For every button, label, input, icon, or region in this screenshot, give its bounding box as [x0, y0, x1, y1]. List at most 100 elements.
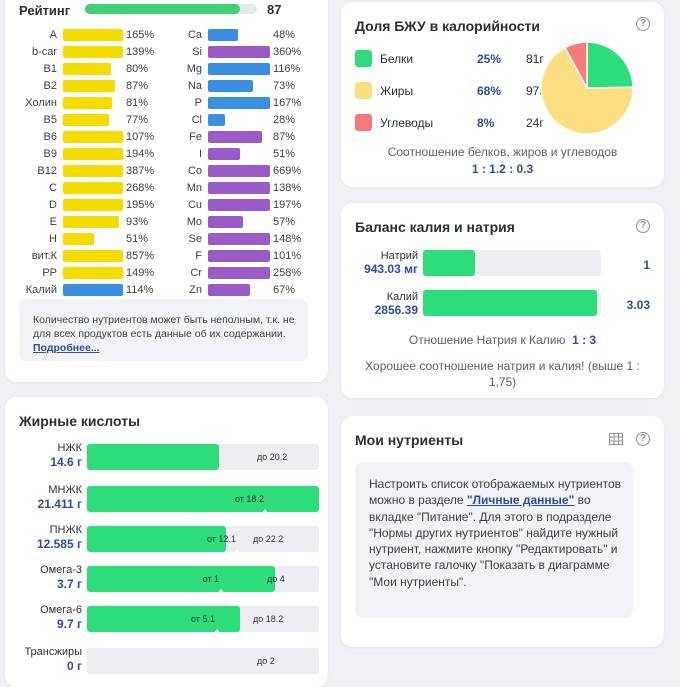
fatty-acid-bar-fill: [87, 606, 240, 632]
sodium-bar-fill: [423, 250, 475, 276]
nutrient-row: Mo 57%: [5, 214, 328, 231]
rating-bar: [85, 4, 257, 14]
potassium-bar: [423, 290, 601, 316]
nutrient-bar: [63, 46, 123, 58]
nutrient-name: PP: [42, 267, 57, 279]
nutrient-row: Na 73%: [5, 78, 328, 95]
nutrient-row: B6 107%: [5, 129, 328, 146]
nutrient-row: H 51%: [5, 231, 328, 248]
nutrient-percent: 57%: [273, 216, 296, 228]
nutrient-row: Mg 116%: [5, 61, 328, 78]
rating-label: Рейтинг: [19, 3, 71, 18]
nutrient-bar: [208, 114, 225, 126]
nutrient-bar: [208, 216, 243, 228]
nutrient-row: D 195%: [5, 197, 328, 214]
nutrient-bar: [63, 148, 123, 160]
nutrient-bar: [208, 233, 270, 245]
nutrient-row: Cu 197%: [5, 197, 328, 214]
nutrient-percent: 857%: [126, 250, 155, 262]
nutrient-bar: [208, 148, 240, 160]
macro-name: Жиры: [380, 84, 414, 98]
completeness-note: Количество нутриентов может быть неполны…: [19, 299, 308, 361]
nutrient-row: Fe 87%: [5, 129, 328, 146]
nutrient-bar: [63, 131, 123, 143]
fatty-acid-name: Омега-6: [40, 604, 82, 616]
nutrient-bar: [63, 182, 123, 194]
note-text: Количество нутриентов может быть неполны…: [33, 314, 295, 340]
nutrient-name: E: [49, 216, 57, 228]
my-nutrients-card: Мои нутриенты ? Настроить список отображ…: [341, 416, 664, 647]
bju-caption: Соотношение белков, жиров и углеводов: [387, 145, 618, 159]
nutrient-name: Mn: [186, 182, 202, 194]
nutrient-row: Ca 48%: [5, 27, 328, 44]
nutrient-row: B2 87%: [5, 78, 328, 95]
nutrient-percent: 67%: [273, 284, 296, 296]
macro-row: Жиры 68% 97г: [355, 82, 545, 100]
nutrient-bar: [63, 29, 123, 41]
fatty-acid-name: ПНЖК: [49, 524, 82, 536]
nutrient-percent: 107%: [126, 131, 155, 143]
nutrient-bar: [63, 199, 123, 211]
nutrients-card: Рейтинг 87 A 165% b-car 139% B1 80% B2 87% Холин…: [5, 0, 328, 382]
nutrient-name: b-car: [31, 46, 57, 58]
bju-ratio: 1 : 1.2 : 0.3: [471, 162, 534, 176]
personal-data-link[interactable]: "Личные данные": [466, 493, 575, 508]
fatty-acid-row: ПНЖК 12.585 г от 12.1 до 22.2: [5, 524, 328, 564]
nutrient-row: Se 148%: [5, 231, 328, 248]
macro-grams: 81г: [526, 52, 544, 66]
fatty-acid-max: до 20.2: [257, 452, 288, 462]
nutrient-bar: [208, 267, 270, 279]
more-link[interactable]: Подробнее...: [33, 342, 100, 354]
nutrient-bar: [63, 165, 123, 177]
nutrient-percent: 165%: [126, 29, 155, 41]
fatty-acid-row: Омега-6 9.7 г от 5.1 до 18.2: [5, 604, 328, 644]
rating-value: 87: [267, 2, 282, 17]
nutrient-percent: 139%: [126, 46, 155, 58]
nutrient-percent: 73%: [273, 80, 296, 92]
macro-swatch: [355, 114, 372, 131]
nutrient-bar: [208, 131, 262, 143]
kna-title: Баланс калия и натрия: [355, 219, 515, 235]
kna-caption-ratio: 1 : 3: [572, 333, 597, 347]
nutrient-row: B9 194%: [5, 146, 328, 163]
macro-swatch: [355, 82, 372, 99]
fatty-acid-min-marker: [234, 549, 240, 553]
potassium-ratio: 3.03: [626, 298, 650, 312]
pie-slice: [586, 41, 634, 89]
fatty-acid-bar-fill: [87, 444, 219, 470]
fatty-acid-bar: до 2: [87, 648, 319, 674]
nutrient-bar: [208, 80, 253, 92]
help-icon[interactable]: ?: [636, 432, 650, 446]
fatty-acid-max: до 22.2: [253, 534, 284, 544]
nutrient-percent: 77%: [126, 114, 149, 126]
macro-percent: 68%: [477, 84, 502, 98]
nutrient-bar: [63, 284, 123, 296]
nutrient-row: PP 149%: [5, 265, 328, 282]
nutrient-name: P: [194, 97, 202, 109]
kna-verdict: Хорошее соотношение натрия и калия! (выш…: [365, 359, 640, 389]
nutrient-percent: 51%: [126, 233, 149, 245]
nutrient-name: Si: [192, 46, 202, 58]
fatty-acid-bar-fill: [87, 526, 226, 552]
nutrient-name: Холин: [25, 97, 57, 109]
help-icon[interactable]: ?: [636, 17, 650, 31]
fatty-acids-title: Жирные кислоты: [19, 413, 141, 429]
table-icon[interactable]: [609, 433, 623, 445]
nutrient-percent: 197%: [273, 199, 302, 211]
nutrient-bar: [208, 165, 270, 177]
info-text-2: во вкладке "Питание". Для этого в подраз…: [369, 493, 619, 589]
fatty-acid-bar: от 1 до 4: [87, 566, 319, 593]
help-icon[interactable]: ?: [636, 219, 650, 233]
macro-grams: 24г: [526, 116, 544, 130]
nutrient-bar: [63, 114, 109, 126]
nutrient-row: A 165%: [5, 27, 328, 44]
nutrient-percent: 48%: [273, 29, 296, 41]
nutrient-name: Se: [188, 233, 202, 245]
macro-name: Белки: [380, 52, 414, 66]
fatty-acid-name: Омега-3: [40, 564, 82, 576]
macro-row: Углеводы 8% 24г: [355, 114, 545, 132]
nutrient-bar: [208, 97, 270, 109]
nutrient-name: Ca: [187, 29, 202, 41]
nutrient-name: Co: [187, 165, 202, 177]
nutrient-percent: 194%: [126, 148, 155, 160]
